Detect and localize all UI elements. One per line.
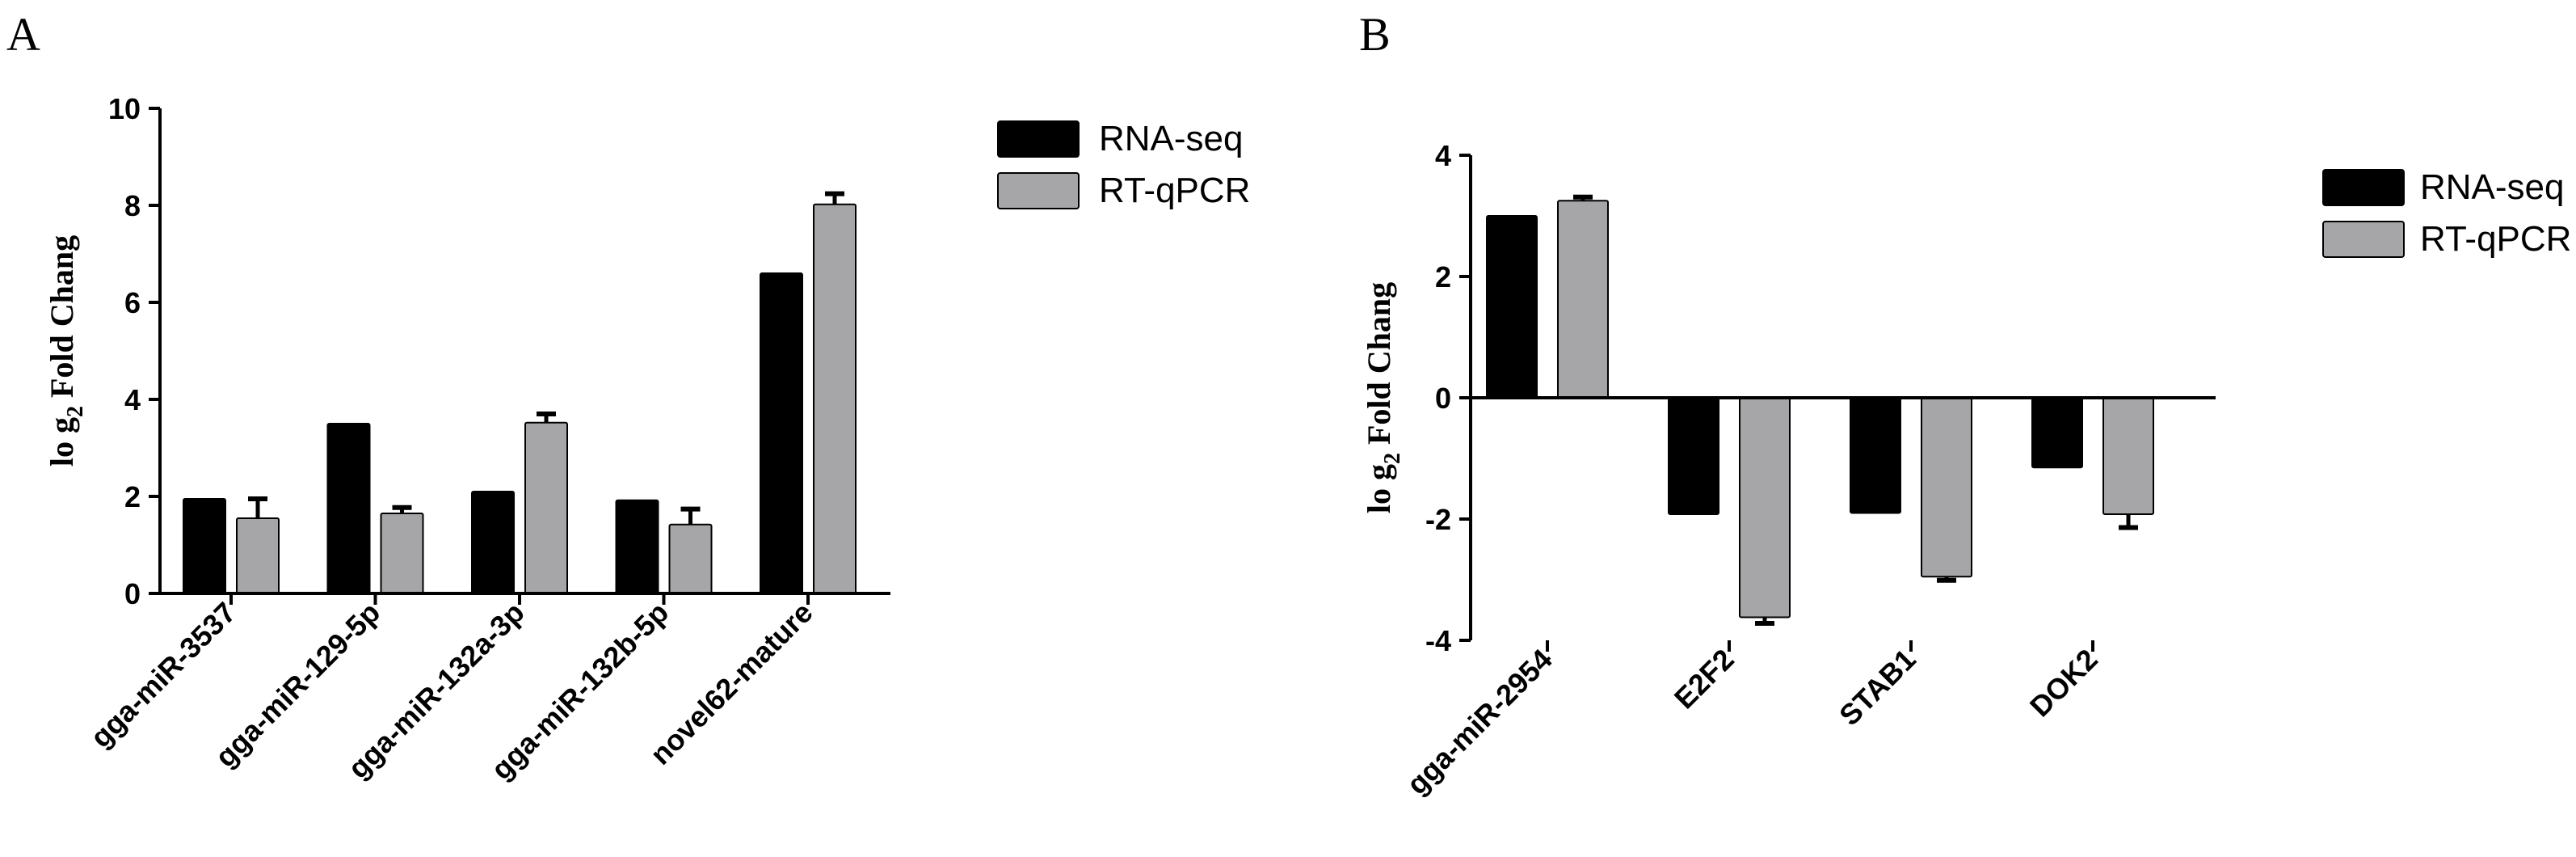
bar-rna-seq-1 <box>1486 215 1538 399</box>
bar-rna-seq-3 <box>1850 397 1901 514</box>
bar-rna-seq-1 <box>183 498 226 594</box>
bar-rt-qpcr-3 <box>524 421 568 594</box>
bar-rt-qpcr-4 <box>668 523 713 594</box>
legend: RNA-seq RT-qPCR <box>997 119 1250 210</box>
bar-rt-qpcr-4 <box>2102 397 2154 515</box>
category-label: STAB1 <box>1833 643 1922 732</box>
y-tick-label: 2 <box>124 480 141 513</box>
y-tick-label: 4 <box>124 383 141 416</box>
legend-swatch-rt-qpcr <box>2322 221 2405 258</box>
legend-swatch-rna-seq <box>997 120 1080 158</box>
bar-rt-qpcr-2 <box>380 513 424 594</box>
y-tick-label: 8 <box>124 189 141 222</box>
y-tick-label: 10 <box>108 92 141 125</box>
y-tick-label: 0 <box>124 577 141 610</box>
y-axis-label: lo g2 Fold Chang <box>1361 282 1405 513</box>
y-axis-label: lo g2 Fold Chang <box>44 235 88 466</box>
category-label: gga-miR-2954 <box>1400 643 1559 801</box>
category-label: gga-miR-3537 <box>84 596 242 754</box>
bar-rna-seq-4 <box>2031 397 2083 469</box>
y-tick-label: -4 <box>1425 624 1451 657</box>
legend-swatch-rna-seq <box>2322 169 2405 206</box>
chart-panel-b: B -4 -2 0 2 4 gga-miR-2954 E2F2 STAB1 DOK2 lo g2 F… <box>1359 8 2571 801</box>
legend: RNA-seq RT-qPCR <box>2322 167 2571 259</box>
bar-rna-seq-2 <box>326 423 371 594</box>
bar-rna-seq-5 <box>760 272 803 594</box>
chart-panel-a: A0246810gga-miR-3537gga-miR-129-5pgga-mi… <box>6 8 1250 786</box>
bar-rt-qpcr-2 <box>1739 397 1791 618</box>
bar-rna-seq-2 <box>1668 397 1719 515</box>
legend-label-rna-seq: RNA-seq <box>1099 119 1244 158</box>
y-tick-label: 2 <box>1435 260 1451 293</box>
bar-rt-qpcr-1 <box>1557 200 1609 399</box>
category-label: DOK2 <box>2023 643 2104 724</box>
y-tick-label: 6 <box>124 286 141 319</box>
bar-rna-seq-3 <box>471 491 515 594</box>
legend-label-rna-seq: RNA-seq <box>2420 167 2565 207</box>
bar-rt-qpcr-1 <box>236 517 280 594</box>
legend-swatch-rt-qpcr <box>997 172 1080 209</box>
category-label: E2F2 <box>1668 643 1740 716</box>
y-tick-label: 4 <box>1435 139 1451 172</box>
y-tick-label: -2 <box>1425 503 1451 536</box>
bar-rt-qpcr-3 <box>1921 397 1972 578</box>
legend-label-rt-qpcr: RT-qPCR <box>1099 171 1250 210</box>
legend-label-rt-qpcr: RT-qPCR <box>2420 219 2571 259</box>
y-tick-label: 0 <box>1435 382 1451 415</box>
bar-rt-qpcr-5 <box>813 203 857 595</box>
bar-rna-seq-4 <box>615 499 659 594</box>
panel-letter: A <box>6 8 40 61</box>
panel-letter: B <box>1359 8 1391 61</box>
